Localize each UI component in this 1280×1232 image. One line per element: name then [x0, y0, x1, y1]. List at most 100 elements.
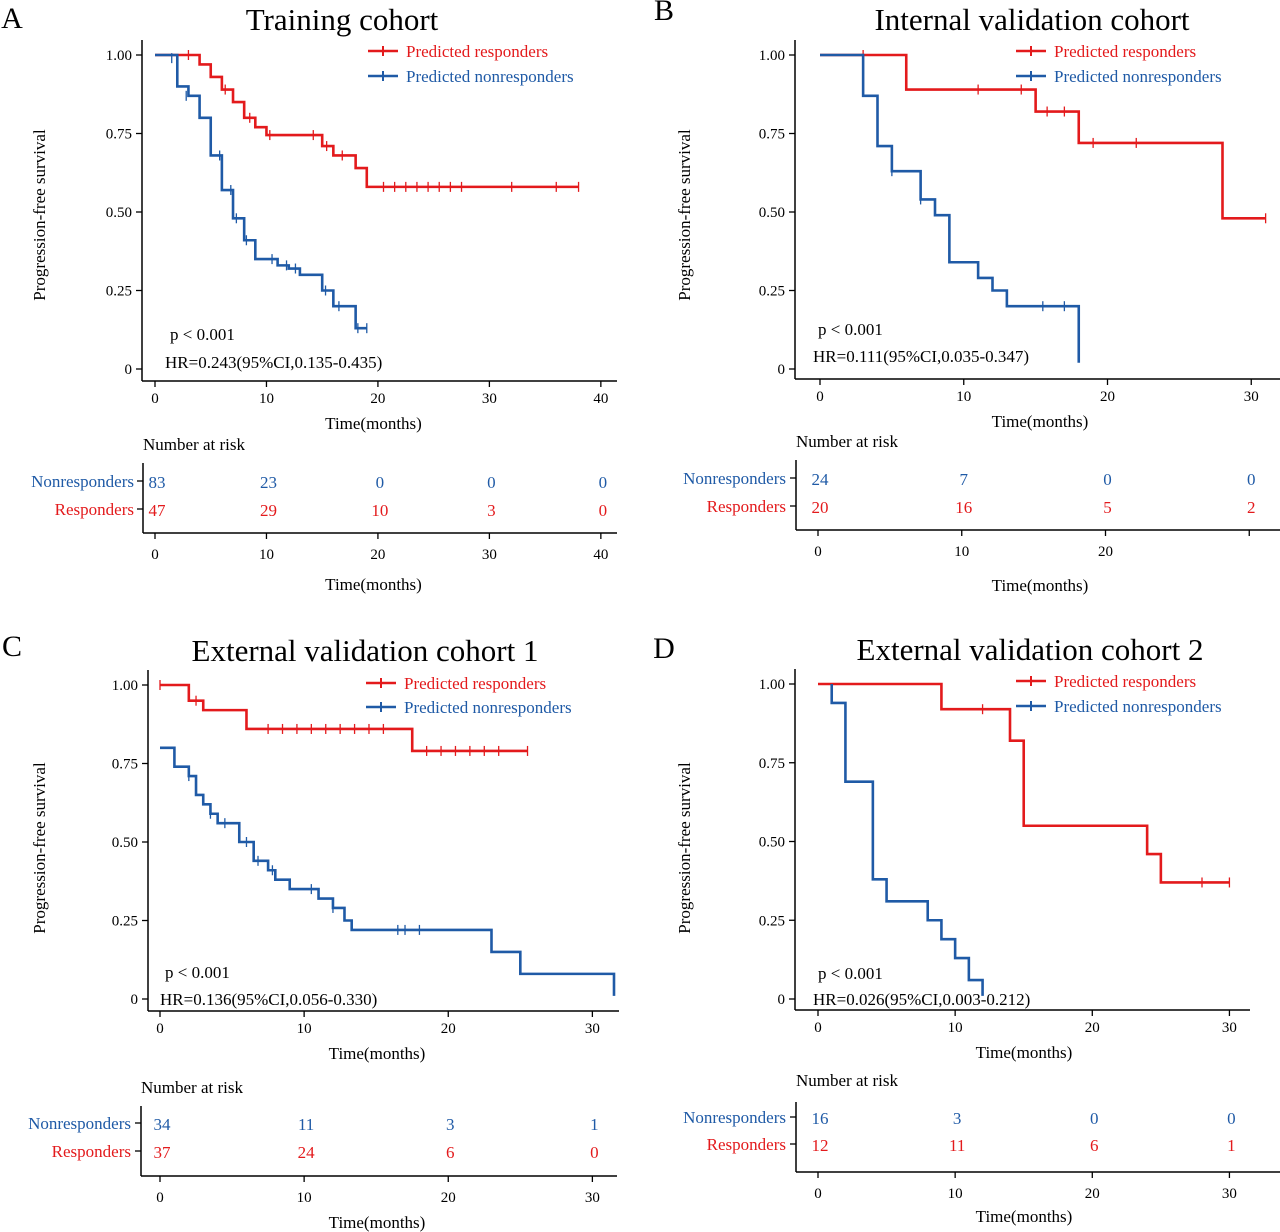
- risk-count: 0: [487, 473, 496, 492]
- risk-count: 2: [1247, 498, 1256, 517]
- p-value-annotation: p < 0.001: [818, 964, 883, 983]
- x-tick-label: 10: [948, 1020, 963, 1036]
- legend-entry: Predicted nonresponders: [1054, 67, 1222, 86]
- y-tick-label: 0: [778, 992, 786, 1008]
- risk-table-tick-label: 30: [1222, 1186, 1237, 1202]
- risk-row-label: Responders: [55, 500, 134, 519]
- risk-count: 0: [599, 501, 608, 520]
- risk-count: 5: [1103, 498, 1112, 517]
- risk-table-tick-label: 30: [482, 547, 497, 563]
- risk-count: 0: [1227, 1109, 1236, 1128]
- risk-table-x-label: Time(months): [976, 1207, 1073, 1226]
- risk-count: 0: [599, 473, 608, 492]
- panel-d: D External validation cohort 2 0 0.25 0.50 0.…: [653, 632, 1280, 1226]
- y-tick-label: 0.25: [106, 284, 132, 300]
- y-axis-label: Progression-free survival: [675, 129, 694, 301]
- risk-count: 37: [154, 1143, 172, 1162]
- y-tick-label: 0.25: [759, 913, 785, 929]
- risk-table-tick-label: 20: [1098, 544, 1113, 560]
- y-tick-label: 0: [125, 362, 133, 378]
- risk-table-heading: Number at risk: [143, 435, 245, 454]
- y-axis-label: Progression-free survival: [30, 129, 49, 301]
- risk-count: 11: [298, 1115, 314, 1134]
- risk-count: 47: [149, 501, 167, 520]
- series-line-responders: [160, 683, 528, 753]
- x-tick-label: 40: [593, 391, 608, 407]
- series-line-nonresponders: [160, 746, 616, 996]
- x-tick-label: 0: [816, 389, 824, 405]
- y-tick-label: 0: [131, 992, 139, 1008]
- risk-table-tick-label: 10: [259, 547, 274, 563]
- risk-count: 0: [1090, 1109, 1099, 1128]
- risk-table-tick-label: 0: [156, 1190, 164, 1206]
- risk-row-label: Responders: [52, 1142, 131, 1161]
- risk-table-tick-label: 20: [1085, 1186, 1100, 1202]
- series-line-responders: [818, 682, 1230, 884]
- risk-table-x-label: Time(months): [325, 575, 422, 594]
- legend-entry: Predicted responders: [406, 42, 548, 61]
- y-tick-label: 0.25: [112, 914, 138, 930]
- risk-count: 6: [446, 1143, 455, 1162]
- y-tick-label: 1.00: [112, 678, 138, 694]
- chart-title: External validation cohort 2: [857, 632, 1204, 667]
- panel-letter: C: [2, 630, 22, 663]
- risk-table-tick-label: 30: [585, 1190, 600, 1206]
- risk-count: 16: [955, 498, 972, 517]
- risk-table-tick-label: 0: [814, 1186, 822, 1202]
- x-tick-label: 20: [1085, 1020, 1100, 1036]
- chart-title: Training cohort: [246, 2, 439, 37]
- y-tick-label: 0.75: [759, 127, 785, 143]
- risk-row-label: Nonresponders: [683, 469, 786, 488]
- risk-count: 24: [812, 470, 830, 489]
- risk-row-label: Responders: [707, 1135, 786, 1154]
- risk-table-tick-label: 20: [441, 1190, 456, 1206]
- risk-table-tick-label: 10: [954, 544, 969, 560]
- series-line-nonresponders: [155, 53, 367, 330]
- y-tick-label: 0.50: [759, 835, 785, 851]
- panel-b: B Internal validation cohort 0 0.25 0.50 0.75…: [654, 0, 1280, 595]
- risk-count: 34: [154, 1115, 172, 1134]
- x-axis-label: Time(months): [325, 414, 422, 433]
- series-line-responders: [155, 53, 579, 189]
- legend-entry: Predicted responders: [404, 674, 546, 693]
- risk-count: 23: [260, 473, 277, 492]
- risk-table-tick-label: 10: [948, 1186, 963, 1202]
- x-tick-label: 20: [441, 1021, 456, 1037]
- panel-letter: B: [654, 0, 674, 27]
- risk-table-heading: Number at risk: [796, 432, 898, 451]
- risk-count: 29: [260, 501, 277, 520]
- x-tick-label: 30: [1222, 1020, 1237, 1036]
- risk-count: 7: [960, 470, 969, 489]
- y-tick-label: 0: [778, 362, 786, 378]
- legend-entry: Predicted nonresponders: [406, 67, 574, 86]
- risk-row-label: Responders: [707, 497, 786, 516]
- risk-table-tick-label: 0: [151, 547, 159, 563]
- legend-entry: Predicted nonresponders: [404, 698, 572, 717]
- chart-title: External validation cohort 1: [192, 633, 539, 668]
- x-axis-label: Time(months): [329, 1044, 426, 1063]
- y-tick-label: 0.50: [106, 205, 132, 221]
- risk-count: 1: [590, 1115, 599, 1134]
- y-axis-label: Progression-free survival: [675, 762, 694, 934]
- risk-count: 3: [487, 501, 496, 520]
- series-line-nonresponders: [830, 684, 984, 996]
- y-tick-label: 1.00: [759, 677, 785, 693]
- y-tick-label: 0.50: [112, 835, 138, 851]
- series-line-responders: [820, 53, 1266, 220]
- risk-count: 0: [1103, 470, 1112, 489]
- x-tick-label: 10: [259, 391, 274, 407]
- panel-letter: D: [653, 632, 675, 665]
- risk-table-tick-label: 10: [297, 1190, 312, 1206]
- y-axis-label: Progression-free survival: [30, 762, 49, 934]
- risk-count: 0: [590, 1143, 599, 1162]
- risk-table-heading: Number at risk: [141, 1078, 243, 1097]
- p-value-annotation: p < 0.001: [818, 320, 883, 339]
- panel-c: C External validation cohort 1 0 0.25 0.50 0.…: [2, 630, 619, 1232]
- risk-table-heading: Number at risk: [796, 1071, 898, 1090]
- p-value-annotation: p < 0.001: [165, 963, 230, 982]
- risk-count: 3: [446, 1115, 455, 1134]
- hr-annotation: HR=0.111(95%CI,0.035-0.347): [813, 347, 1029, 366]
- x-tick-label: 0: [156, 1021, 164, 1037]
